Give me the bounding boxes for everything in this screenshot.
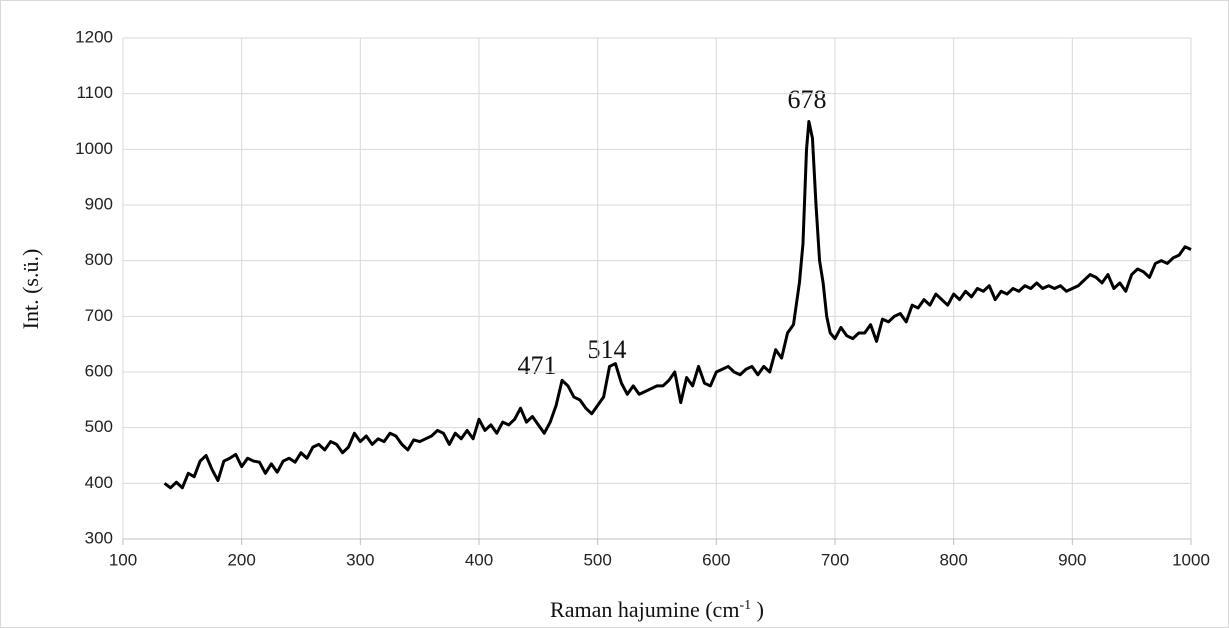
data-line	[163, 120, 1192, 490]
x-axis-label: Raman hajumine (cm-1 )	[550, 597, 764, 622]
x-tick-label: 500	[583, 550, 611, 569]
annotation: 678	[788, 85, 827, 114]
y-tick-label: 800	[85, 250, 113, 269]
x-tick-label: 300	[346, 550, 374, 569]
x-tick-label: 200	[227, 550, 255, 569]
x-axis-label-sup: -1	[739, 598, 751, 613]
y-tick-label: 1100	[76, 83, 113, 102]
x-axis-label-text: Raman hajumine (cm	[550, 597, 739, 622]
y-axis-label: Int. (s.ü.)	[18, 249, 43, 330]
y-tick-label: 500	[85, 417, 113, 436]
x-tick-label: 100	[109, 550, 137, 569]
y-tick-label: 900	[85, 194, 113, 213]
y-tick-label: 600	[85, 361, 113, 380]
x-tick-label: 400	[465, 550, 493, 569]
y-tick-label: 1200	[75, 27, 113, 46]
x-tick-label: 700	[821, 550, 849, 569]
y-tick-label: 700	[85, 306, 113, 325]
x-tick-label: 600	[702, 550, 730, 569]
x-tick-label: 900	[1058, 550, 1086, 569]
annotation: 471	[518, 351, 557, 380]
y-tick-label: 1000	[75, 139, 113, 158]
y-tick-label: 400	[85, 473, 113, 492]
x-tick-label: 800	[939, 550, 967, 569]
annotation: 514	[588, 335, 627, 364]
x-tick-label: 1000	[1172, 550, 1210, 569]
x-axis-label-end: )	[751, 597, 764, 622]
y-tick-label: 300	[85, 528, 113, 547]
